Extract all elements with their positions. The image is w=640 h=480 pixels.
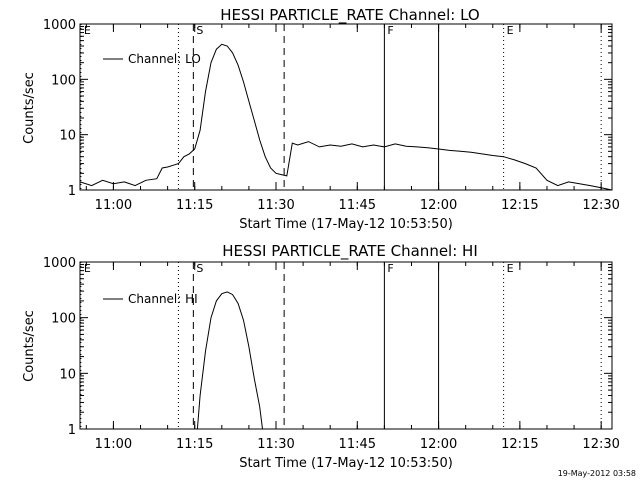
panel-hi-xlabel: Start Time (17-May-12 10:53:50) (239, 456, 453, 471)
panel-lo-marker-label: E (507, 24, 514, 37)
panel-hi-ylabel: Counts/sec (22, 310, 37, 382)
panel-hi-xtick-label: 12:00 (420, 437, 457, 452)
panel-hi-xtick-label: 11:30 (257, 437, 294, 452)
panel-lo-xlabel: Start Time (17-May-12 10:53:50) (239, 217, 453, 232)
panel-lo-ylabel: Counts/sec (22, 72, 37, 144)
panel-hi-marker-label: S (196, 262, 203, 275)
panel-hi-ytick-label: 10 (59, 367, 76, 382)
panel-hi-marker-label: F (387, 262, 393, 275)
panel-lo-xtick-label: 12:15 (501, 198, 538, 213)
panel-lo-title: HESSI PARTICLE_RATE Channel: LO (220, 6, 479, 25)
panel-hi-ytick-label: 1 (68, 423, 76, 438)
panel-hi-marker-label: E (84, 262, 91, 275)
panel-hi: HESSI PARTICLE_RATE Channel: HI Start Ti… (22, 242, 478, 471)
panel-lo-xtick-label: 12:30 (582, 198, 619, 213)
panel-lo-ytick-label: 10 (59, 129, 76, 144)
footer-timestamp: 19-May-2012 03:58 (558, 469, 636, 478)
panel-hi-frame (79, 261, 613, 430)
panel-lo-legend-label: Channel: LO (128, 52, 201, 66)
panel-hi-plot: 11:00 11:15 11:30 11:45 12:00 12:15 12:30 1 10 10… (43, 256, 620, 452)
panel-lo-xtick-label: 11:30 (257, 198, 294, 213)
panel-lo-marker-label: S (196, 24, 203, 37)
panel-lo-ytick-label: 1000 (43, 18, 76, 33)
panel-lo-plot: 11:00 11:15 11:30 11:45 12:00 12:15 12:30 1 10 10… (43, 18, 620, 213)
panel-lo-xtick-label: 11:15 (176, 198, 213, 213)
panel-lo-marker-label: F (387, 24, 393, 37)
panel-lo-series-line (79, 43, 613, 191)
panel-lo: HESSI PARTICLE_RATE Channel: LO Start Ti… (22, 6, 480, 232)
panel-lo-marker-label: E (84, 24, 91, 37)
panel-hi-ytick-label: 100 (51, 312, 76, 327)
panel-hi-marker-label: E (507, 262, 514, 275)
panel-lo-xtick-label: 11:45 (339, 198, 376, 213)
panel-lo-ytick-label: 100 (51, 73, 76, 88)
panel-hi-xtick-label: 11:45 (339, 437, 376, 452)
panel-hi-series-line (196, 291, 263, 430)
panel-hi-xtick-label: 11:15 (176, 437, 213, 452)
panel-hi-ytick-label: 1000 (43, 256, 76, 271)
panel-hi-title: HESSI PARTICLE_RATE Channel: HI (222, 242, 478, 261)
panel-hi-xtick-label: 11:00 (95, 437, 132, 452)
panel-lo-xtick-label: 12:00 (420, 198, 457, 213)
panel-lo-ytick-label: 1 (68, 184, 76, 199)
panel-lo-frame (79, 23, 613, 191)
panel-hi-xtick-label: 12:15 (501, 437, 538, 452)
panel-hi-legend-label: Channel: HI (128, 292, 198, 306)
panel-lo-xtick-label: 11:00 (95, 198, 132, 213)
panel-hi-xtick-label: 12:30 (582, 437, 619, 452)
